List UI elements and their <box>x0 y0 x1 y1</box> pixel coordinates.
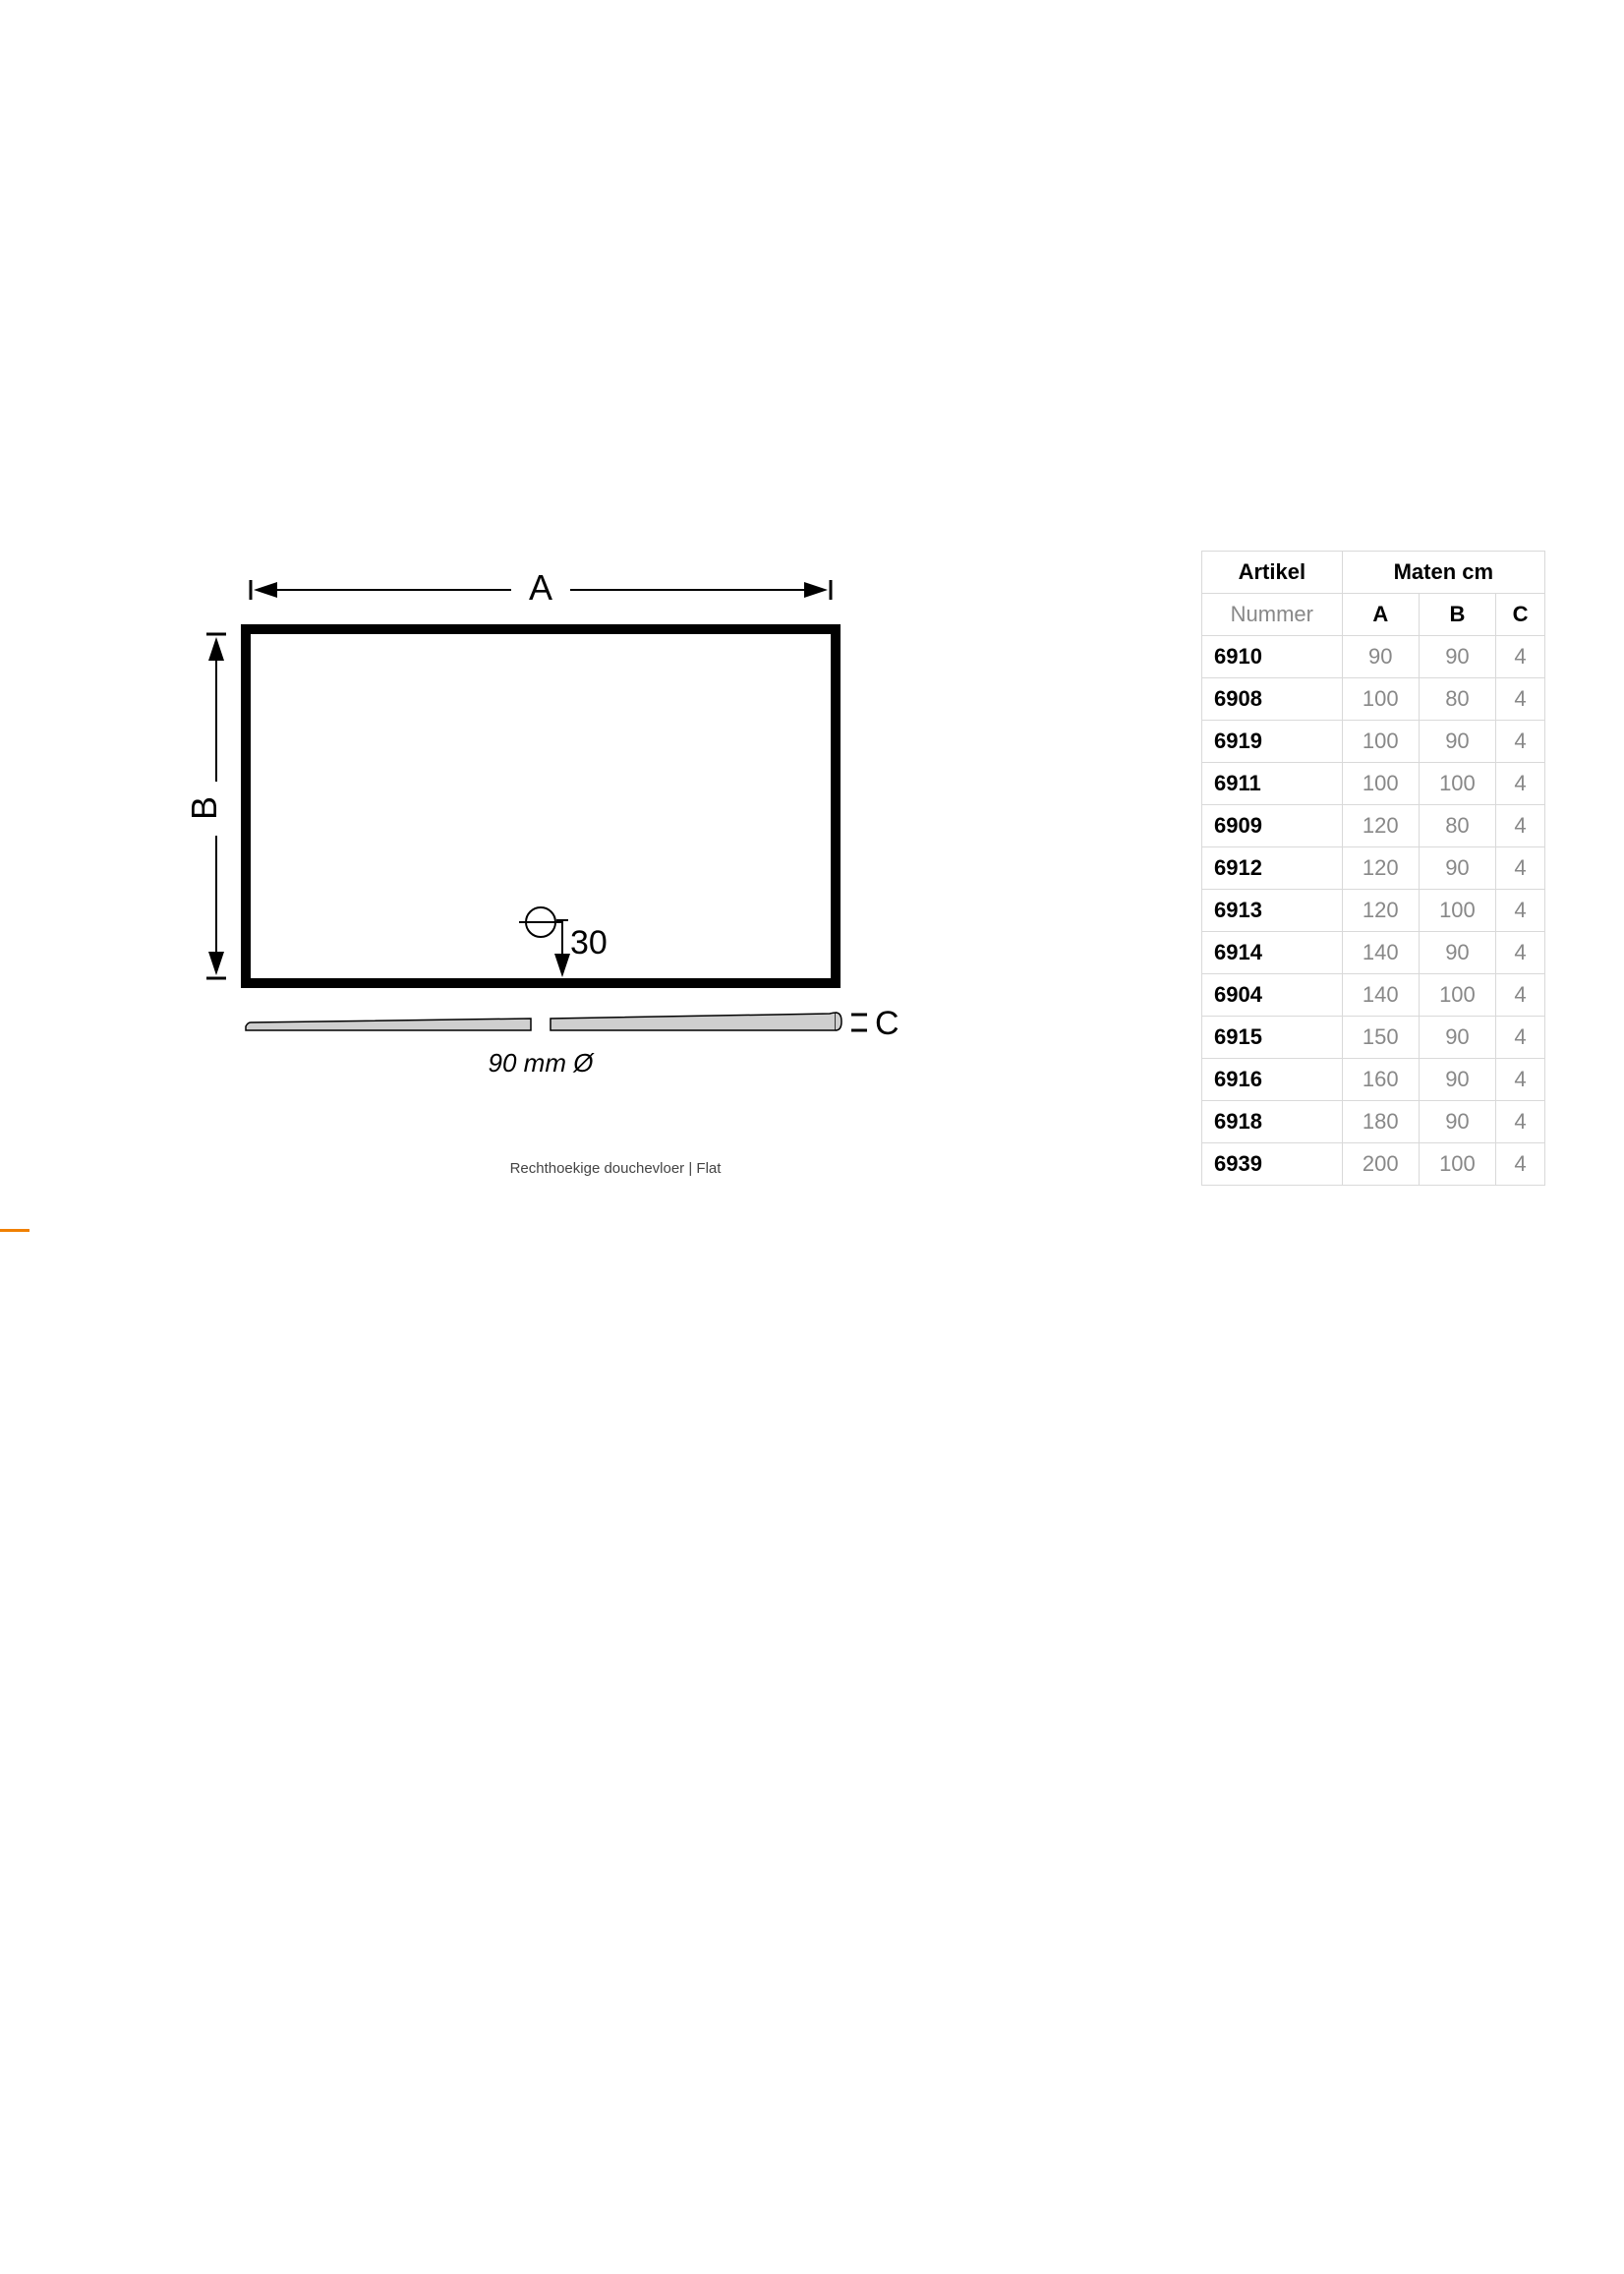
cell-nummer: 6912 <box>1202 847 1343 890</box>
dimension-B: B <box>184 634 226 978</box>
svg-text:A: A <box>529 567 552 608</box>
cell-nummer: 6939 <box>1202 1143 1343 1186</box>
cell-A: 180 <box>1342 1101 1419 1143</box>
tray-top-view <box>246 629 836 983</box>
cell-B: 90 <box>1419 1017 1495 1059</box>
cell-B: 100 <box>1419 974 1495 1017</box>
cell-B: 90 <box>1419 932 1495 974</box>
cell-nummer: 6913 <box>1202 890 1343 932</box>
cell-nummer: 6910 <box>1202 636 1343 678</box>
header-maten: Maten cm <box>1342 552 1544 594</box>
dimension-C: C <box>851 1005 899 1042</box>
cell-nummer: 6911 <box>1202 763 1343 805</box>
svg-text:B: B <box>184 796 224 820</box>
dimension-table-section: Artikel Maten cm Nummer A B C 6910909046… <box>1201 551 1545 1186</box>
cell-B: 80 <box>1419 678 1495 721</box>
cell-C: 4 <box>1496 1059 1545 1101</box>
cell-B: 90 <box>1419 847 1495 890</box>
table-row: 69111001004 <box>1202 763 1545 805</box>
cell-nummer: 6919 <box>1202 721 1343 763</box>
cell-A: 120 <box>1342 890 1419 932</box>
cell-C: 4 <box>1496 932 1545 974</box>
technical-drawing-svg: A B 30 <box>79 551 924 1101</box>
header-B: B <box>1419 594 1495 636</box>
cell-C: 4 <box>1496 1017 1545 1059</box>
cell-B: 100 <box>1419 763 1495 805</box>
diagram-section: A B 30 <box>79 551 1152 1186</box>
cell-B: 100 <box>1419 1143 1495 1186</box>
cell-B: 100 <box>1419 890 1495 932</box>
cell-A: 140 <box>1342 932 1419 974</box>
cell-A: 90 <box>1342 636 1419 678</box>
cell-nummer: 6909 <box>1202 805 1343 847</box>
table-row: 69392001004 <box>1202 1143 1545 1186</box>
cell-C: 4 <box>1496 1143 1545 1186</box>
cell-nummer: 6916 <box>1202 1059 1343 1101</box>
table-row: 6918180904 <box>1202 1101 1545 1143</box>
table-row: 6908100804 <box>1202 678 1545 721</box>
cell-C: 4 <box>1496 847 1545 890</box>
cell-B: 90 <box>1419 1059 1495 1101</box>
cell-A: 160 <box>1342 1059 1419 1101</box>
cell-C: 4 <box>1496 678 1545 721</box>
cell-A: 200 <box>1342 1143 1419 1186</box>
cell-C: 4 <box>1496 763 1545 805</box>
cell-B: 90 <box>1419 721 1495 763</box>
cell-A: 140 <box>1342 974 1419 1017</box>
table-row: 691090904 <box>1202 636 1545 678</box>
table-row: 6916160904 <box>1202 1059 1545 1101</box>
cell-A: 150 <box>1342 1017 1419 1059</box>
dimension-A: A <box>251 567 831 608</box>
svg-text:C: C <box>875 1005 899 1042</box>
cell-A: 100 <box>1342 763 1419 805</box>
cell-B: 90 <box>1419 636 1495 678</box>
header-A: A <box>1342 594 1419 636</box>
cell-C: 4 <box>1496 721 1545 763</box>
cell-B: 90 <box>1419 1101 1495 1143</box>
cell-A: 100 <box>1342 721 1419 763</box>
cell-B: 80 <box>1419 805 1495 847</box>
cell-nummer: 6908 <box>1202 678 1343 721</box>
cell-nummer: 6915 <box>1202 1017 1343 1059</box>
cell-A: 100 <box>1342 678 1419 721</box>
cell-nummer: 6904 <box>1202 974 1343 1017</box>
table-row: 69041401004 <box>1202 974 1545 1017</box>
cell-A: 120 <box>1342 847 1419 890</box>
table-row: 6912120904 <box>1202 847 1545 890</box>
svg-text:30: 30 <box>570 924 608 962</box>
cell-nummer: 6918 <box>1202 1101 1343 1143</box>
header-C: C <box>1496 594 1545 636</box>
cell-A: 120 <box>1342 805 1419 847</box>
table-row: 6915150904 <box>1202 1017 1545 1059</box>
cell-C: 4 <box>1496 636 1545 678</box>
cell-C: 4 <box>1496 805 1545 847</box>
header-artikel: Artikel <box>1202 552 1343 594</box>
table-row: 6909120804 <box>1202 805 1545 847</box>
header-nummer: Nummer <box>1202 594 1343 636</box>
cell-nummer: 6914 <box>1202 932 1343 974</box>
table-row: 69131201004 <box>1202 890 1545 932</box>
orange-accent-tick <box>0 1229 29 1232</box>
table-row: 6919100904 <box>1202 721 1545 763</box>
side-profile <box>246 1013 841 1030</box>
cell-C: 4 <box>1496 1101 1545 1143</box>
cell-C: 4 <box>1496 974 1545 1017</box>
cell-C: 4 <box>1496 890 1545 932</box>
drain-diameter-label: 90 mm Ø <box>489 1048 596 1078</box>
diagram-caption: Rechthoekige douchevloer | Flat <box>79 1160 1152 1177</box>
dimension-table: Artikel Maten cm Nummer A B C 6910909046… <box>1201 551 1545 1186</box>
table-row: 6914140904 <box>1202 932 1545 974</box>
drain-detail: 30 <box>519 907 608 973</box>
